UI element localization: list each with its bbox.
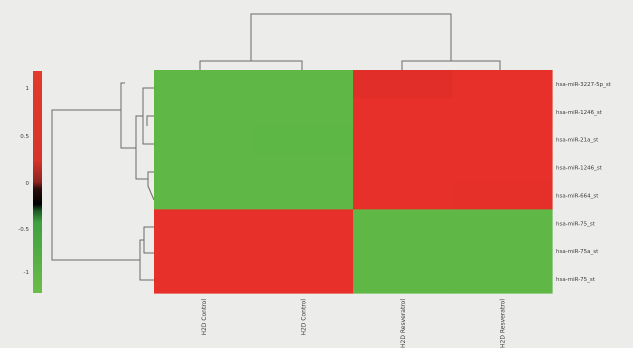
column-label: H2D Control bbox=[300, 299, 307, 336]
heatmap-cell bbox=[452, 153, 553, 183]
row-label: hsa-miR-75a_st bbox=[556, 249, 599, 255]
heatmap-cell bbox=[154, 153, 255, 183]
color-scale-bar bbox=[33, 71, 42, 293]
heatmap-cell bbox=[253, 97, 354, 127]
heatmap-cell bbox=[353, 265, 454, 294]
row-label: hsa-miR-3227-5p_st bbox=[556, 82, 612, 88]
row-label: hsa-miR-1246_st bbox=[556, 110, 603, 116]
row-label: hsa-miR-75_st bbox=[556, 277, 596, 283]
row-label: hsa-miR-664_st bbox=[556, 193, 599, 199]
heatmap-cell bbox=[353, 125, 454, 155]
heatmap-cell bbox=[253, 181, 354, 210]
column-dendrogram bbox=[199, 13, 501, 70]
column-label: H2D Resveratrol bbox=[499, 299, 506, 348]
row-label: hsa-miR-21a_st bbox=[556, 138, 599, 144]
heatmap-cell bbox=[353, 209, 454, 238]
heatmap-cell bbox=[353, 237, 454, 266]
heatmap-cell bbox=[452, 209, 553, 238]
column-label: H2D Resveratrol bbox=[400, 299, 407, 348]
color-scale-legend: 1 0.5 0 -0.5 -1 bbox=[18, 71, 42, 293]
heatmap-cell bbox=[154, 181, 255, 210]
row-labels: hsa-miR-3227-5p_st hsa-miR-1246_st hsa-miR… bbox=[556, 82, 612, 283]
heatmap-cell bbox=[452, 237, 553, 266]
heatmap-cell bbox=[253, 265, 354, 294]
heatmap-cell bbox=[452, 265, 553, 294]
legend-tick-label: -0.5 bbox=[18, 227, 29, 233]
heatmap-cell bbox=[452, 70, 553, 99]
legend-tick-label: -1 bbox=[24, 270, 29, 276]
row-label: hsa-miR-75_st bbox=[556, 221, 596, 227]
heatmap-cell bbox=[154, 237, 255, 266]
heatmap-cell bbox=[353, 153, 454, 183]
heatmap-cell bbox=[253, 153, 354, 183]
heatmap-cell bbox=[253, 125, 354, 155]
heatmap-cell bbox=[253, 209, 354, 238]
heatmap-cell bbox=[154, 265, 255, 294]
heatmap-cell bbox=[452, 125, 553, 155]
heatmap-cell bbox=[253, 70, 354, 99]
heatmap-cell bbox=[353, 70, 454, 99]
heatmap-cells bbox=[154, 70, 553, 294]
column-labels: H2D Control H2D Control H2D Resveratrol H2D… bbox=[201, 299, 507, 348]
row-dendrogram bbox=[51, 82, 155, 281]
legend-tick-label: 0 bbox=[26, 181, 30, 187]
heatmap-cell bbox=[253, 237, 354, 266]
legend-tick-label: 0.5 bbox=[20, 134, 29, 140]
heatmap-cell bbox=[154, 125, 255, 155]
heatmap-cell bbox=[154, 97, 255, 127]
heatmap-cell bbox=[154, 209, 255, 238]
heatmap-cell bbox=[353, 97, 454, 127]
heatmap-cell bbox=[452, 181, 553, 210]
column-label: H2D Control bbox=[201, 299, 208, 336]
heatmap-cell bbox=[154, 70, 255, 99]
heatmap-cell bbox=[452, 97, 553, 127]
row-label: hsa-miR-1246_st bbox=[556, 166, 603, 172]
legend-tick-label: 1 bbox=[26, 86, 30, 92]
heatmap-cell bbox=[353, 181, 454, 210]
